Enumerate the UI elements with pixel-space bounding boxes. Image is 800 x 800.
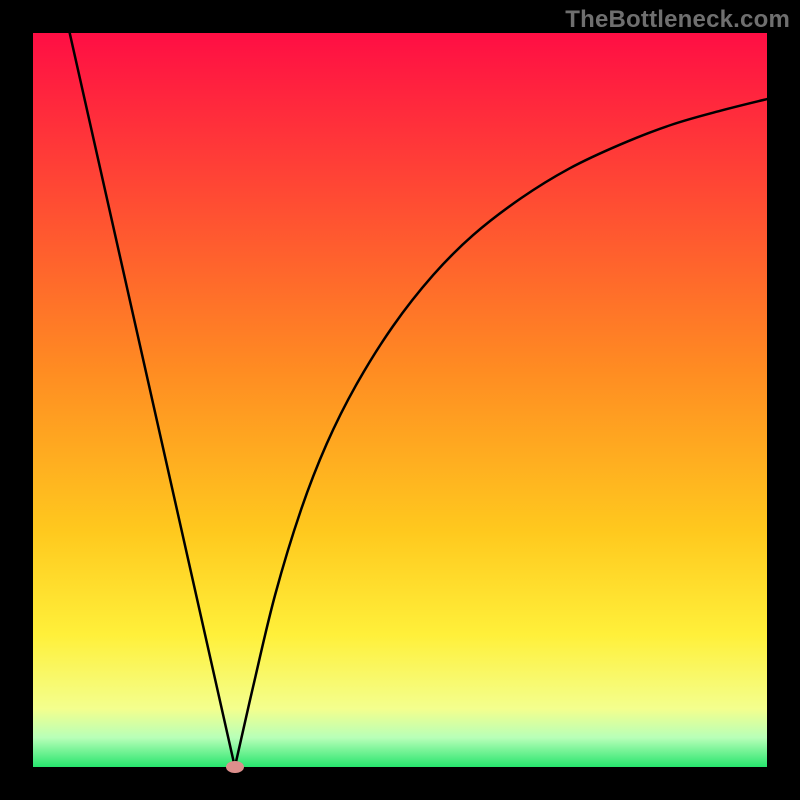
- plot-area: [33, 33, 767, 767]
- bottleneck-curve: [33, 33, 767, 767]
- min-marker: [226, 761, 244, 773]
- chart-wrapper: TheBottleneck.com: [0, 0, 800, 800]
- curve-path: [70, 33, 767, 767]
- watermark-text: TheBottleneck.com: [565, 6, 790, 34]
